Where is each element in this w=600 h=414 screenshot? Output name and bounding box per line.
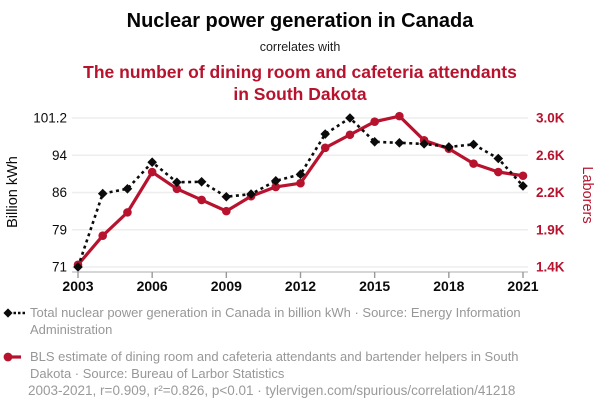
left-tick-label: 86 xyxy=(52,185,67,200)
attendants-data-point xyxy=(197,195,206,205)
nuclear-data-point xyxy=(246,189,256,199)
nuclear-data-point xyxy=(196,176,207,187)
right-tick-label: 1.9K xyxy=(536,222,565,237)
red-circle-solid-marker-icon xyxy=(3,352,21,362)
nuclear-data-point xyxy=(444,142,454,152)
attendants-data-point xyxy=(469,159,478,168)
nuclear-data-point xyxy=(73,262,83,272)
nuclear-data-point xyxy=(320,129,331,139)
black-diamond-dashed-marker-icon xyxy=(3,308,25,318)
nuclear-data-point xyxy=(468,139,479,150)
attendants-data-point xyxy=(172,184,182,194)
attendants-data-point xyxy=(98,231,108,241)
chart-title: Nuclear power generation in Canada xyxy=(126,10,474,32)
right-tick-label: 1.4K xyxy=(536,260,565,275)
left-tick-label: 71 xyxy=(52,260,67,275)
x-tick-label: 2015 xyxy=(359,278,390,294)
attendants-data-point xyxy=(222,206,231,216)
attendants-data-point xyxy=(147,167,157,177)
left-axis-title: Billion kWh xyxy=(5,156,21,228)
attendants-data-point xyxy=(518,171,528,181)
x-tick-label: 2018 xyxy=(433,278,464,294)
nuclear-data-point xyxy=(147,157,157,168)
x-tick-label: 2003 xyxy=(62,278,93,294)
right-tick-label: 2.2K xyxy=(536,185,565,200)
nuclear-data-point xyxy=(221,191,232,202)
x-tick-label: 2006 xyxy=(137,278,168,294)
legend-label-nuclear: Total nuclear power generation in Canada… xyxy=(30,305,521,337)
nuclear-data-point xyxy=(295,169,306,180)
nuclear-data-point xyxy=(493,153,504,164)
chart-subtitle: The number of dining room and cafeteria … xyxy=(83,62,517,104)
attendants-data-point xyxy=(123,208,132,217)
nuclear-data-point xyxy=(419,139,429,149)
x-tick-label: 2012 xyxy=(285,278,316,294)
x-tick-label: 2009 xyxy=(211,278,242,294)
right-tick-label: 3.0K xyxy=(536,111,565,126)
nuclear-data-point xyxy=(97,188,108,199)
attendants-data-point xyxy=(493,167,503,177)
correlates-with-label: correlates with xyxy=(259,40,341,54)
chart-legend: Total nuclear power generation in Canada… xyxy=(3,304,575,392)
right-axis-title: Laborers xyxy=(579,166,595,223)
attendants-data-point xyxy=(271,182,281,192)
attendants-series-line xyxy=(76,114,524,266)
nuclear-data-point xyxy=(345,113,355,123)
left-tick-label: 94 xyxy=(52,148,68,163)
nuclear-data-point xyxy=(122,183,133,194)
right-tick-label: 2.6K xyxy=(536,148,565,163)
attendants-data-point xyxy=(345,130,355,140)
nuclear-data-point xyxy=(518,181,528,191)
attendants-data-point xyxy=(395,111,404,121)
nuclear-data-point xyxy=(270,176,281,186)
attendants-data-point xyxy=(370,117,379,127)
nuclear-data-point xyxy=(394,138,405,148)
left-tick-label: 101.2 xyxy=(33,111,67,126)
attendants-data-point xyxy=(296,178,305,188)
legend-label-attendants: BLS estimate of dining room and cafeteri… xyxy=(30,349,519,381)
legend-item-nuclear: Total nuclear power generation in Canada… xyxy=(3,304,575,338)
chart-header: Nuclear power generation in Canada corre… xyxy=(0,9,600,105)
nuclear-data-point xyxy=(172,177,182,188)
x-tick-label: 2021 xyxy=(507,278,538,294)
attendants-data-point xyxy=(320,143,330,153)
legend-item-attendants: BLS estimate of dining room and cafeteri… xyxy=(3,348,575,382)
stats-and-source-footer: 2003-2021, r=0.909, r²=0.826, p<0.01 · t… xyxy=(28,383,516,398)
left-tick-label: 79 xyxy=(52,222,67,237)
nuclear-data-point xyxy=(369,136,380,147)
